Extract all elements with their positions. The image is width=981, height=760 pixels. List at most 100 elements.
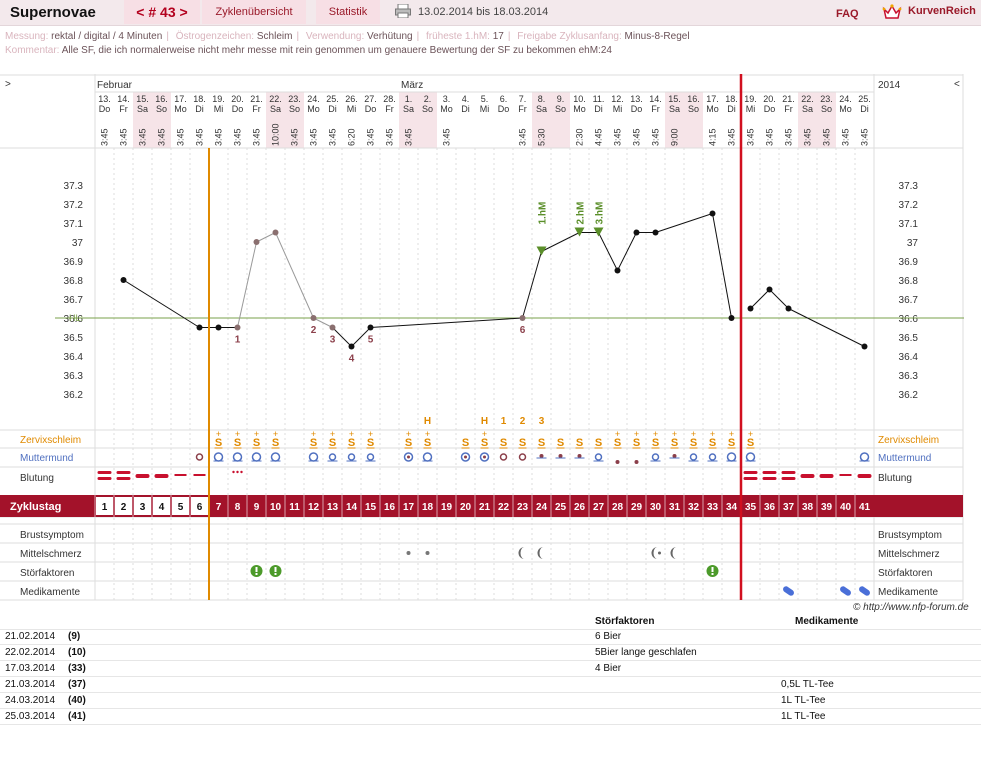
stoerfaktor-icon-dot	[255, 573, 258, 575]
blutung-spot	[236, 470, 239, 474]
weekday: Mo	[307, 104, 320, 114]
blutung-heavy	[781, 477, 796, 480]
measure-time: 3:45	[252, 128, 262, 146]
comment-line: Kommentar: Alle SF, die ich normalerweis…	[5, 45, 612, 56]
notes-date: 22.02.2014	[5, 647, 56, 658]
stoerfaktor-icon-dot	[274, 573, 277, 575]
day-number: 3.	[443, 94, 451, 104]
notes-date: 24.03.2014	[5, 695, 56, 706]
weekday: Do	[99, 104, 111, 114]
series-segment	[788, 308, 865, 347]
day-number: 18.	[193, 94, 206, 104]
day-number: 11.	[593, 94, 605, 104]
measure-time: 4:15	[708, 128, 718, 146]
hm-label: 3.hM	[595, 202, 606, 225]
measure-time: 3:45	[518, 128, 528, 146]
schleim-mark: S	[728, 437, 735, 449]
series-segment	[313, 317, 333, 328]
cycle-switcher[interactable]: < # 43 >	[124, 0, 200, 24]
schleim-plus: +	[615, 429, 620, 439]
low-label: 4	[349, 354, 355, 365]
schleim-mark: S	[272, 437, 279, 449]
day-number: 15.	[136, 94, 149, 104]
weekday: Di	[860, 104, 869, 114]
measure-time: 3:45	[157, 128, 167, 146]
muttermund-open	[270, 452, 281, 462]
peak-mark: 1	[501, 416, 507, 427]
messung-label: Messung:	[5, 31, 49, 42]
muttermund-center	[464, 455, 467, 459]
schleim-plus: +	[349, 429, 354, 439]
cycle-overview-link[interactable]: Zyklenübersicht	[202, 0, 306, 24]
schleim-plus: +	[311, 429, 316, 439]
series-segment	[237, 241, 257, 328]
zyklustag-number: 30	[650, 502, 662, 513]
mittelschmerz-dot	[425, 551, 430, 555]
zyklustag-number: 38	[802, 502, 814, 513]
y-tick-left: 36.3	[64, 371, 84, 382]
blutung-medium	[154, 474, 169, 478]
measure-time: 4:45	[594, 128, 604, 146]
weekday: So	[422, 104, 433, 114]
day-number: 6.	[500, 94, 508, 104]
blutung-heavy	[762, 471, 777, 474]
source-credit: © http://www.nfp-forum.de	[853, 602, 969, 613]
low-label: 6	[520, 325, 526, 336]
schleim-plus: +	[710, 429, 715, 439]
row-label-brust-right: Brustsymptom	[878, 530, 942, 541]
zyklustag-number: 27	[593, 502, 605, 513]
brand-name[interactable]: KurvenReich	[908, 5, 976, 17]
blutung-light	[193, 474, 206, 476]
day-number: 15.	[668, 94, 681, 104]
muttermund-closed	[594, 453, 603, 461]
schleim-mark: S	[424, 437, 431, 449]
temp-point-hm	[574, 227, 585, 237]
series-segment	[351, 327, 371, 347]
weekend-shade	[152, 92, 171, 148]
faq-link[interactable]: FAQ	[836, 8, 859, 20]
muttermund-open	[422, 452, 433, 462]
zyklustag-number: 41	[859, 502, 871, 513]
measure-time: 3:45	[176, 128, 186, 146]
weekend-shade	[133, 92, 152, 148]
low-label: 5	[368, 335, 374, 346]
weekend-shade	[399, 92, 418, 148]
stoerfaktor-icon-bar	[274, 567, 277, 572]
day-number: 24.	[839, 94, 852, 104]
zyklustag-number: 35	[745, 502, 757, 513]
comment-label: Kommentar:	[5, 45, 60, 56]
schleim-mark: S	[310, 437, 317, 449]
mittelschmerz-moon-icon	[537, 547, 544, 559]
muttermund-open	[726, 452, 737, 462]
pill-icon	[783, 586, 794, 596]
temp-point	[633, 229, 640, 236]
pill-icon	[840, 586, 851, 596]
peak-mark: 3	[539, 416, 545, 427]
schleim-mark: S	[481, 437, 488, 449]
y-tick-right: 36.4	[899, 352, 919, 363]
cycle-chart: > Februar März 2014 <13.Do3:4514.Fr3:4515.Sa…	[0, 74, 964, 601]
series-segment	[275, 232, 314, 319]
print-icon[interactable]	[395, 4, 411, 18]
measure-time: 6:20	[347, 128, 357, 146]
zyklustag-number: 31	[669, 502, 681, 513]
temp-point	[614, 267, 621, 274]
y-tick-left: 36.6	[64, 314, 84, 325]
temp-point	[310, 315, 317, 321]
day-number: 1.	[405, 94, 413, 104]
blutung-heavy	[97, 471, 112, 474]
schleim-plus: +	[273, 429, 278, 439]
statistics-link[interactable]: Statistik	[316, 0, 380, 24]
zyklustag-number: 26	[574, 502, 586, 513]
blutung-heavy	[781, 471, 796, 474]
zyklustag-number: 36	[764, 502, 776, 513]
schleim-plus: +	[729, 429, 734, 439]
month-label-feb: Februar	[97, 80, 133, 91]
y-tick-left: 37.1	[64, 219, 84, 230]
series-segment	[332, 327, 352, 347]
weekday: So	[156, 104, 167, 114]
day-number: 12.	[611, 94, 624, 104]
weekday: Di	[461, 104, 470, 114]
measure-time: 3:45	[119, 128, 129, 146]
day-number: 14.	[649, 94, 662, 104]
